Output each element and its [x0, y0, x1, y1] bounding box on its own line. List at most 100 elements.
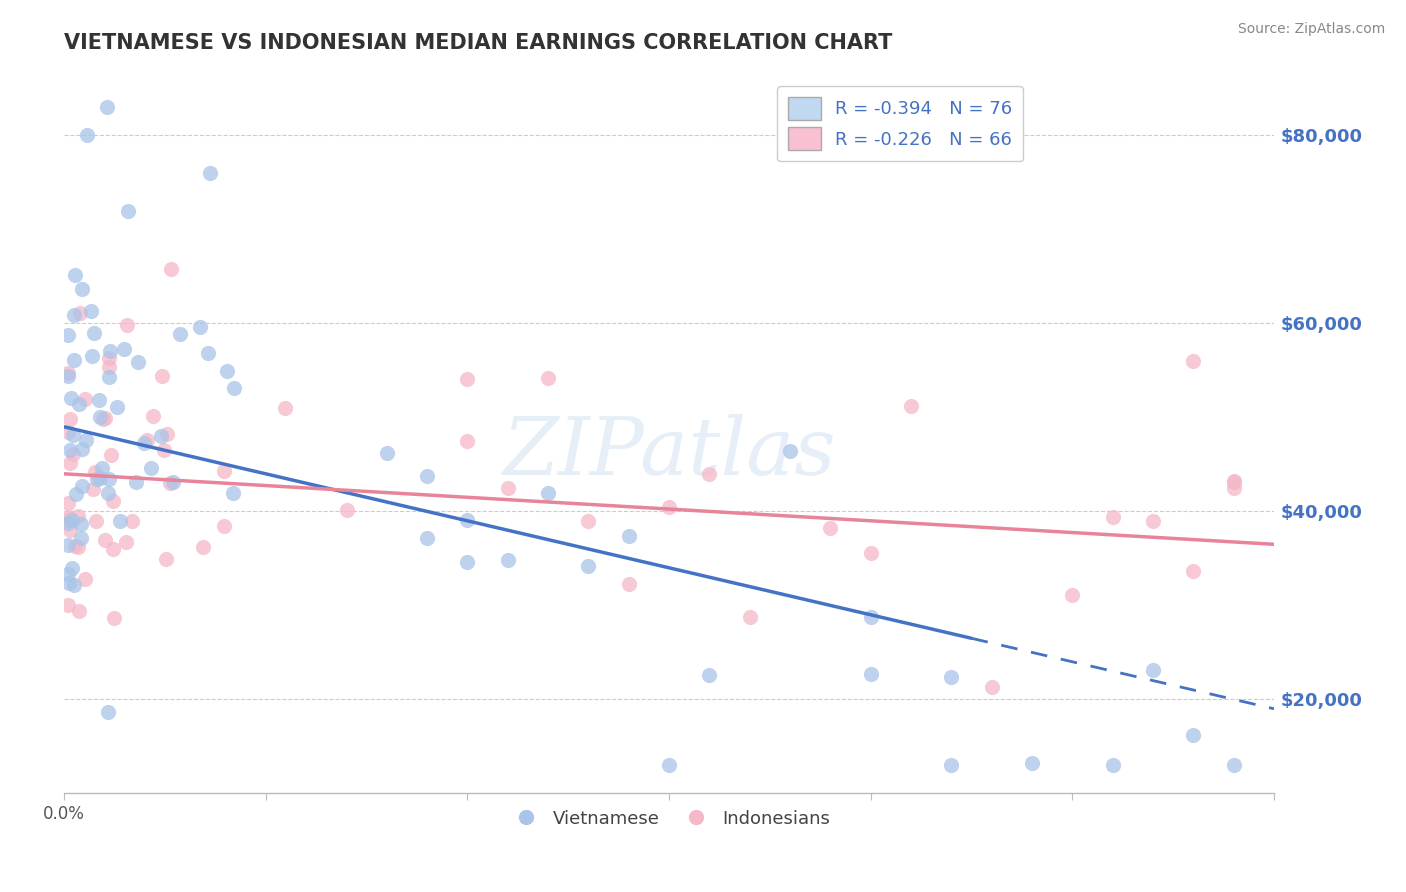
Point: [274, 401, 297, 415]
Point: [1142, 663, 1164, 677]
Point: [159, 262, 181, 277]
Point: [56, 366, 79, 380]
Point: [217, 364, 239, 378]
Point: [222, 485, 245, 500]
Point: [101, 493, 124, 508]
Point: [60, 513, 83, 527]
Point: [101, 541, 124, 556]
Point: [188, 319, 211, 334]
Point: [89, 470, 111, 484]
Point: [142, 409, 165, 423]
Point: [62, 578, 84, 592]
Point: [456, 555, 478, 569]
Point: [1182, 354, 1205, 368]
Point: [697, 667, 720, 681]
Point: [93, 411, 115, 425]
Point: [1182, 564, 1205, 578]
Point: [63, 352, 86, 367]
Point: [150, 428, 173, 442]
Point: [162, 475, 184, 490]
Point: [456, 434, 478, 448]
Point: [1222, 475, 1244, 489]
Point: [89, 409, 111, 424]
Point: [496, 553, 519, 567]
Point: [56, 496, 79, 510]
Point: [84, 514, 107, 528]
Point: [69, 516, 91, 531]
Point: [617, 529, 640, 543]
Point: [900, 399, 922, 413]
Point: [941, 670, 963, 684]
Point: [859, 667, 882, 681]
Point: [117, 203, 139, 218]
Point: [416, 468, 439, 483]
Point: [65, 487, 87, 501]
Point: [335, 503, 357, 517]
Point: [56, 368, 79, 383]
Point: [70, 282, 93, 296]
Point: [59, 443, 82, 458]
Point: [75, 572, 97, 586]
Point: [416, 531, 439, 545]
Point: [62, 428, 84, 442]
Point: [91, 411, 114, 425]
Point: [56, 598, 79, 612]
Point: [58, 512, 80, 526]
Point: [496, 481, 519, 495]
Point: [83, 326, 105, 340]
Point: [98, 351, 121, 365]
Point: [150, 369, 173, 384]
Point: [108, 515, 131, 529]
Point: [456, 372, 478, 386]
Point: [86, 472, 108, 486]
Point: [63, 539, 86, 553]
Point: [105, 400, 128, 414]
Point: [132, 436, 155, 450]
Point: [153, 443, 176, 458]
Point: [112, 342, 135, 356]
Point: [69, 306, 91, 320]
Point: [82, 350, 104, 364]
Point: [87, 392, 110, 407]
Point: [658, 500, 681, 514]
Point: [60, 561, 83, 575]
Point: [697, 467, 720, 481]
Point: [859, 546, 882, 560]
Point: [212, 464, 235, 478]
Point: [83, 465, 105, 479]
Point: [820, 521, 842, 535]
Point: [56, 510, 79, 524]
Point: [198, 166, 221, 180]
Point: [59, 523, 82, 537]
Point: [73, 392, 96, 406]
Point: [127, 355, 149, 369]
Point: [59, 411, 82, 425]
Point: [115, 318, 138, 332]
Point: [94, 533, 117, 548]
Point: [125, 475, 148, 489]
Point: [159, 475, 181, 490]
Point: [859, 609, 882, 624]
Point: [97, 370, 120, 384]
Text: VIETNAMESE VS INDONESIAN MEDIAN EARNINGS CORRELATION CHART: VIETNAMESE VS INDONESIAN MEDIAN EARNINGS…: [65, 33, 893, 53]
Point: [121, 514, 143, 528]
Point: [537, 485, 560, 500]
Point: [91, 460, 114, 475]
Point: [1062, 588, 1084, 602]
Point: [115, 535, 138, 549]
Point: [576, 559, 599, 574]
Text: Source: ZipAtlas.com: Source: ZipAtlas.com: [1237, 22, 1385, 37]
Point: [941, 758, 963, 772]
Point: [56, 516, 79, 530]
Point: [617, 576, 640, 591]
Point: [98, 472, 121, 486]
Point: [197, 345, 219, 359]
Text: ZIPatlas: ZIPatlas: [502, 415, 835, 492]
Point: [1101, 758, 1123, 772]
Point: [98, 344, 121, 359]
Point: [1182, 728, 1205, 742]
Point: [82, 482, 104, 496]
Legend: Vietnamese, Indonesians: Vietnamese, Indonesians: [501, 803, 838, 835]
Point: [1101, 509, 1123, 524]
Point: [1222, 481, 1244, 495]
